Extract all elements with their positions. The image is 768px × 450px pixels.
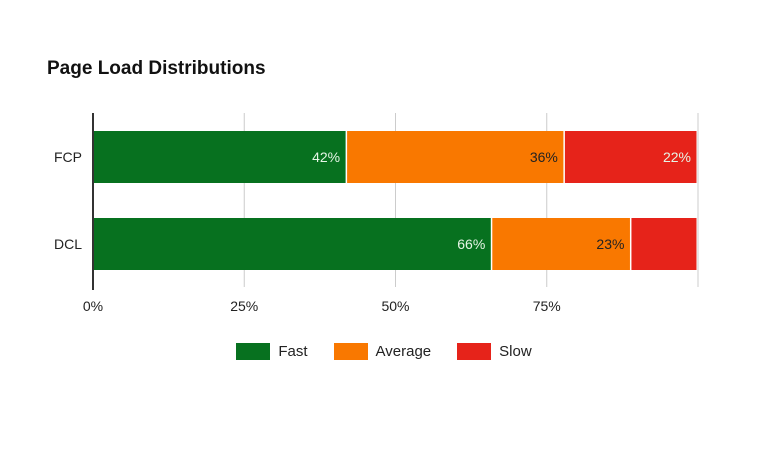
chart-legend: Fast Average Slow [0,343,768,360]
data-label-dcl-average: 23% [596,236,624,252]
legend-label-average: Average [375,343,432,360]
legend-swatch-average [333,343,368,360]
x-tick-label-0: 0% [83,298,103,314]
bar-fcp-average [347,131,564,183]
chart-title: Page Load Distributions [47,58,266,79]
data-label-fcp-slow: 22% [663,149,691,165]
legend-swatch-fast [236,343,271,360]
bar-dcl-fast [93,218,491,270]
bar-dcl-average [492,218,630,270]
bar-fcp-slow [564,131,697,183]
legend-label-fast: Fast [278,343,308,360]
y-tick-label-dcl: DCL [54,236,82,252]
data-label-fcp-fast: 42% [312,149,340,165]
data-label-fcp-average: 36% [530,149,558,165]
y-tick-label-fcp: FCP [54,149,82,165]
x-tick-label-3: 75% [533,298,561,314]
bar-fcp-fast [93,131,346,183]
legend-item-average[interactable]: Average [333,343,432,360]
legend-swatch-slow [457,343,492,360]
legend-label-slow: Slow [499,343,532,360]
bar-chart: 42% 36% 22% FCP 66% 23% DCL 0% 25% 50% 75% [54,113,699,314]
x-tick-label-2: 50% [381,298,409,314]
legend-item-slow[interactable]: Slow [457,343,532,360]
legend-item-fast[interactable]: Fast [236,343,308,360]
x-tick-label-1: 25% [230,298,258,314]
bar-dcl-slow [631,218,697,270]
data-label-dcl-fast: 66% [457,236,485,252]
